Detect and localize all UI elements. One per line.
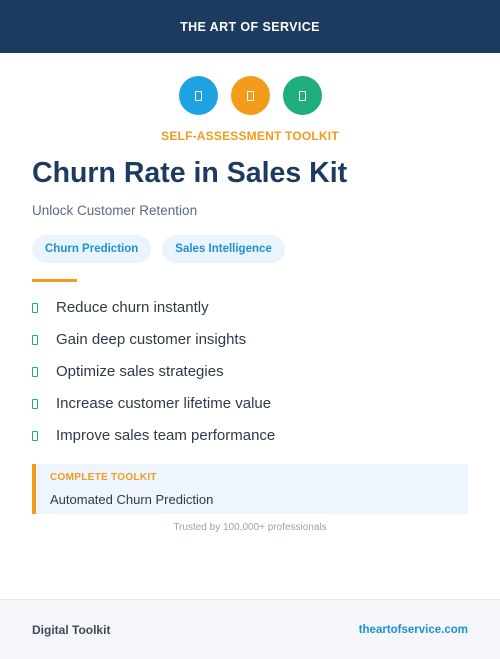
document-icon <box>282 76 322 115</box>
icon-row <box>0 76 500 115</box>
check-icon <box>32 367 38 377</box>
list-item: Improve sales team performance <box>32 424 275 446</box>
list-item: Gain deep customer insights <box>32 328 275 350</box>
page-title: Churn Rate in Sales Kit <box>32 157 348 189</box>
footer: Digital Toolkit theartofservice.com <box>0 599 500 659</box>
tag-churn-prediction: Churn Prediction <box>32 235 152 263</box>
list-item: Reduce churn instantly <box>32 296 275 318</box>
tag-sales-intelligence: Sales Intelligence <box>162 235 285 263</box>
website-link[interactable]: theartofservice.com <box>358 623 468 636</box>
check-icon <box>32 399 38 409</box>
footer-label: Digital Toolkit <box>32 622 111 637</box>
tag-list: Churn Prediction Sales Intelligence <box>32 235 285 263</box>
brand-name: THE ART OF SERVICE <box>180 19 320 34</box>
callout-label: COMPLETE TOOLKIT <box>50 472 157 483</box>
accent-divider <box>32 279 77 282</box>
list-item: Increase customer lifetime value <box>32 392 275 414</box>
check-icon <box>32 431 38 441</box>
feature-list: Reduce churn instantly Gain deep custome… <box>32 296 275 456</box>
check-icon <box>32 335 38 345</box>
trusted-note: Trusted by 100,000+ professionals <box>173 522 327 533</box>
callout-value: Automated Churn Prediction <box>50 492 214 507</box>
document-icon <box>178 76 218 115</box>
document-icon <box>230 76 270 115</box>
header-bar: THE ART OF SERVICE <box>0 0 500 53</box>
kicker-label: SELF-ASSESSMENT TOOLKIT <box>161 129 339 143</box>
list-item: Optimize sales strategies <box>32 360 275 382</box>
toolkit-callout: COMPLETE TOOLKIT Automated Churn Predict… <box>32 464 468 514</box>
check-icon <box>32 303 38 313</box>
page-subtitle: Unlock Customer Retention <box>32 203 198 218</box>
